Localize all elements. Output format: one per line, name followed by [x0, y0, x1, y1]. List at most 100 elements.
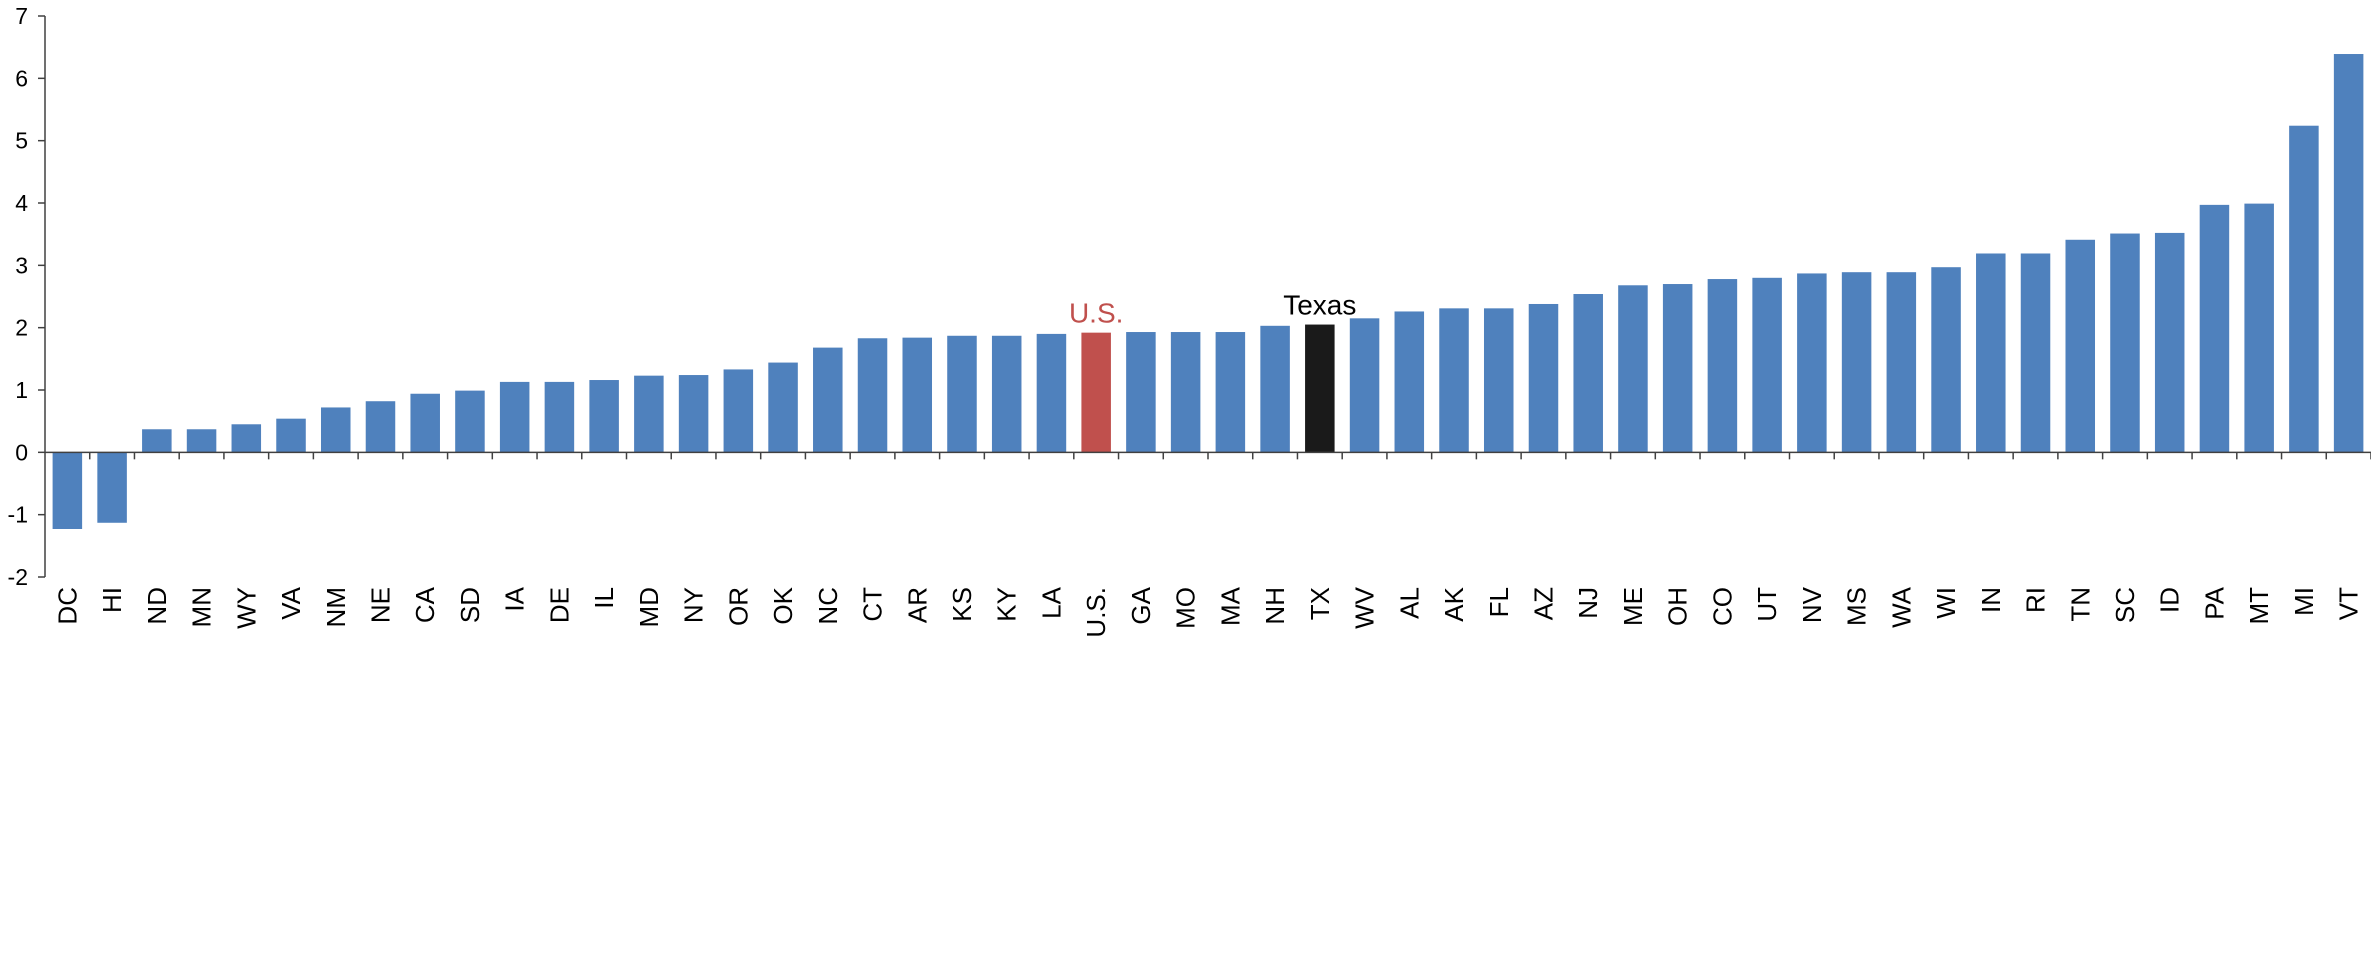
bar-ms: [1841, 272, 1872, 453]
bar-ak: [1439, 308, 1469, 453]
bar-in: [1976, 253, 2006, 453]
x-tick-label: GA: [1126, 586, 1156, 624]
x-tick-label: DC: [52, 587, 82, 625]
x-tick-label: CT: [858, 587, 888, 622]
bar-va: [276, 418, 306, 453]
x-tick-label: NM: [321, 587, 351, 627]
bar-wa: [1886, 272, 1917, 453]
bar-ne: [365, 401, 396, 453]
bar-ga: [1126, 332, 1156, 453]
x-tick-label: MN: [187, 587, 217, 627]
bar-nd: [142, 429, 172, 453]
x-tick-label: NJ: [1573, 587, 1603, 619]
bar-ri: [2020, 253, 2051, 453]
bar-fl: [1483, 308, 1514, 453]
bar-ks: [947, 335, 977, 453]
x-tick-label: NE: [365, 587, 395, 623]
bar-tn: [2065, 239, 2096, 453]
x-tick-label: PA: [2199, 586, 2229, 619]
x-tick-label: TX: [1305, 587, 1335, 620]
bar-de: [544, 381, 575, 453]
x-tick-label: VT: [2334, 587, 2364, 620]
x-tick-label: AR: [902, 587, 932, 623]
x-tick-label: FL: [1484, 587, 1514, 617]
bar-us: [1081, 332, 1111, 453]
x-tick-label: HI: [97, 587, 127, 613]
x-tick-label: NY: [679, 587, 709, 623]
x-tick-label: MD: [634, 587, 664, 627]
bar-ky: [991, 335, 1022, 453]
bar-mo: [1170, 332, 1201, 453]
x-tick-label: VA: [276, 586, 306, 619]
x-tick-label: ID: [2155, 587, 2185, 613]
bar-sc: [2110, 233, 2140, 453]
y-tick-label: -2: [8, 564, 28, 590]
x-tick-label: ME: [1618, 587, 1648, 626]
bar-me: [1618, 285, 1648, 453]
x-tick-label: ND: [142, 587, 172, 625]
x-tick-label: NV: [1797, 586, 1827, 623]
bar-nc: [813, 347, 843, 453]
x-tick-label: WA: [1886, 586, 1916, 628]
x-tick-label: WY: [231, 587, 261, 629]
bar-id: [2154, 232, 2185, 453]
bar-md: [634, 375, 664, 453]
x-tick-label: NC: [813, 587, 843, 625]
bar-tx: [1305, 324, 1335, 453]
x-tick-label: KS: [947, 587, 977, 622]
x-tick-label: CO: [1707, 587, 1737, 626]
bar-ma: [1215, 332, 1246, 453]
x-tick-label: MS: [1842, 587, 1872, 626]
x-tick-label: TN: [2065, 587, 2095, 622]
bar-ok: [768, 362, 798, 453]
bar-or: [723, 369, 754, 453]
x-tick-label: KY: [992, 587, 1022, 622]
x-tick-label: WI: [1931, 587, 1961, 619]
x-tick-label: OR: [723, 587, 753, 626]
annotation-label: U.S.: [1069, 298, 1123, 329]
x-tick-label: AZ: [1528, 587, 1558, 620]
x-tick-label: U.S.: [1081, 587, 1111, 638]
x-tick-label: IL: [589, 587, 619, 609]
x-tick-label: MI: [2289, 587, 2319, 616]
x-tick-label: IN: [1976, 587, 2006, 613]
bar-ny: [678, 375, 709, 453]
bar-mt: [2244, 203, 2274, 453]
bar-dc: [52, 452, 83, 529]
bar-nh: [1260, 325, 1290, 453]
bar-ia: [499, 381, 530, 453]
x-tick-label: UT: [1752, 587, 1782, 622]
bar-vt: [2333, 54, 2364, 453]
x-tick-label: MO: [1171, 587, 1201, 629]
bar-ca: [410, 393, 440, 453]
x-tick-label: IA: [500, 586, 530, 611]
bar-sd: [455, 390, 485, 453]
bar-wi: [1931, 267, 1961, 453]
bar-mi: [2289, 125, 2319, 453]
y-tick-label: 6: [15, 65, 28, 91]
x-tick-label: OH: [1663, 587, 1693, 626]
y-tick-label: 0: [15, 439, 28, 465]
x-tick-label: DE: [544, 587, 574, 623]
bar-hi: [97, 452, 127, 523]
bar-wv: [1349, 318, 1380, 453]
bar-nm: [320, 407, 351, 453]
bar-la: [1036, 333, 1067, 453]
y-tick-label: 1: [15, 377, 28, 403]
bar-al: [1394, 311, 1425, 453]
x-tick-label: OK: [768, 586, 798, 624]
y-tick-label: -1: [8, 502, 28, 528]
x-tick-label: MA: [1215, 586, 1245, 626]
y-tick-label: 3: [15, 252, 28, 278]
bar-az: [1528, 303, 1559, 453]
bar-nj: [1573, 294, 1603, 453]
x-tick-label: NH: [1260, 587, 1290, 625]
x-tick-label: SD: [455, 587, 485, 623]
y-tick-label: 4: [15, 190, 28, 216]
x-tick-label: LA: [1036, 586, 1066, 618]
bar-ct: [857, 338, 888, 453]
bar-nv: [1797, 273, 1827, 453]
y-tick-label: 5: [15, 128, 28, 154]
